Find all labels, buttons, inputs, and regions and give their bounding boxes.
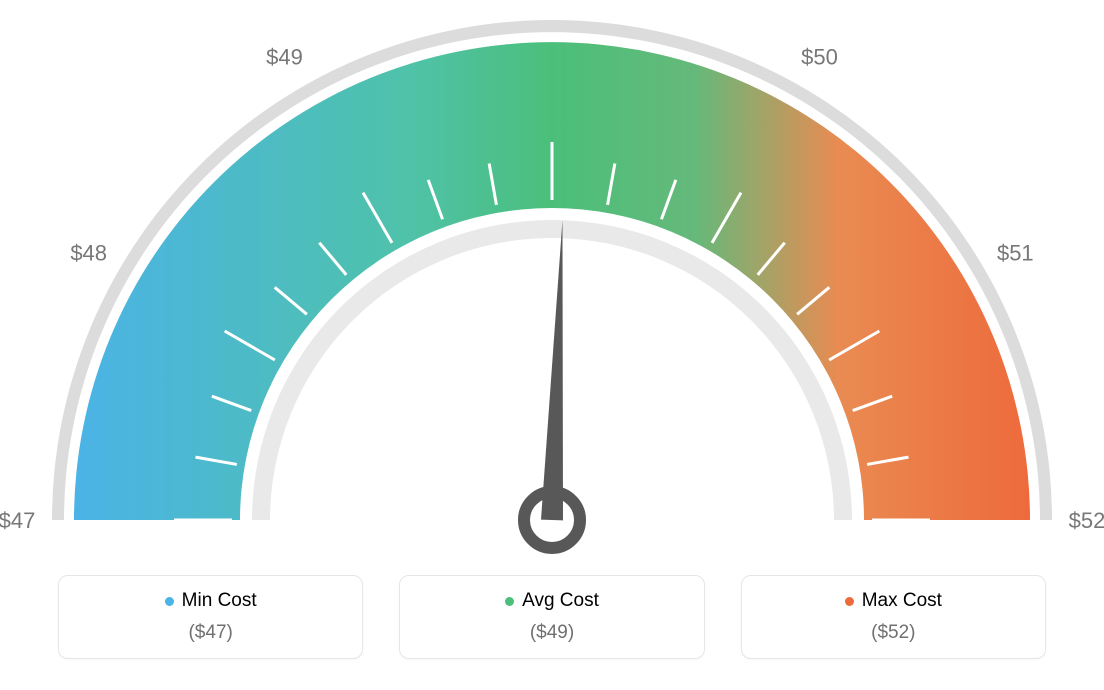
- legend-card-max: Max Cost ($52): [741, 575, 1046, 659]
- legend-value: ($52): [742, 622, 1045, 644]
- legend-value: ($49): [400, 622, 703, 644]
- legend-card-min: Min Cost ($47): [58, 575, 363, 659]
- dot-icon: [845, 597, 854, 606]
- dot-icon: [165, 597, 174, 606]
- svg-text:$47: $47: [0, 508, 35, 533]
- legend-card-avg: Avg Cost ($49): [399, 575, 704, 659]
- legend-label: Min Cost: [182, 590, 257, 612]
- legend-value: ($47): [59, 622, 362, 644]
- svg-text:$50: $50: [801, 45, 838, 70]
- dot-icon: [505, 597, 514, 606]
- svg-text:$49: $49: [266, 45, 303, 70]
- svg-text:$52: $52: [1069, 508, 1104, 533]
- legend-row: Min Cost ($47) Avg Cost ($49) Max Cost (…: [0, 575, 1104, 659]
- svg-text:$51: $51: [997, 241, 1034, 266]
- gauge-svg: $47$48$49$49$50$51$52: [0, 0, 1104, 560]
- legend-label: Avg Cost: [522, 590, 599, 612]
- legend-title-max: Max Cost: [845, 590, 942, 612]
- legend-title-min: Min Cost: [165, 590, 257, 612]
- gauge-chart-container: $47$48$49$49$50$51$52 Min Cost ($47) Avg…: [0, 0, 1104, 690]
- legend-label: Max Cost: [862, 590, 942, 612]
- legend-title-avg: Avg Cost: [505, 590, 599, 612]
- svg-text:$48: $48: [70, 241, 107, 266]
